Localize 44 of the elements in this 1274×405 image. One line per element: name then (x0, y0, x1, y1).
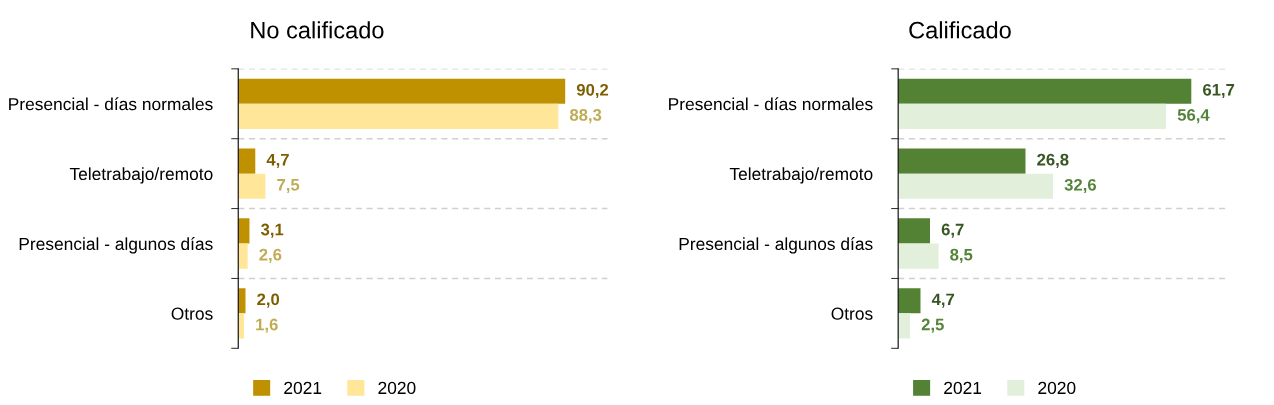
data-label: 32,6 (1064, 178, 1096, 194)
data-label: 90,2 (576, 83, 609, 99)
data-label: 7,5 (277, 179, 300, 194)
y-tick-label: Presencial - días normales (9, 97, 213, 111)
bar (238, 78, 566, 104)
data-label: 26,8 (1037, 153, 1069, 168)
y-tick-label: Teletrabajo/remoto (69, 167, 213, 184)
data-label: 3,1 (260, 223, 284, 238)
bar (238, 243, 248, 269)
y-tick-label: Presencial - algunos días (19, 237, 213, 254)
y-tick-label: Otros (171, 307, 213, 320)
bar (238, 173, 266, 199)
y-tick-label: Teletrabajo/remoto (729, 167, 873, 184)
chart-title: No calificado (251, 21, 384, 39)
data-label: 2,6 (259, 248, 282, 263)
data-label: 61,7 (1203, 83, 1235, 99)
data-label: 2,0 (257, 293, 280, 308)
data-label: 8,5 (950, 248, 973, 263)
legend-label: 2020 (1038, 381, 1076, 395)
bar (898, 288, 921, 314)
bar (238, 103, 559, 129)
legend-label: 2020 (378, 381, 416, 395)
bar (898, 148, 1026, 174)
legend-label: 2021 (944, 381, 982, 395)
bar (898, 173, 1054, 199)
data-label: 4,7 (931, 293, 955, 308)
bar (898, 78, 1192, 104)
bar (898, 243, 939, 269)
bar (898, 218, 930, 244)
data-label: 1,6 (256, 318, 278, 333)
data-label: 4,7 (266, 153, 289, 168)
y-tick-label: Presencial - algunos días (679, 237, 873, 254)
data-label: 88,3 (569, 109, 602, 124)
chart-title: Calificado (909, 21, 1011, 39)
data-label: 56,4 (1177, 109, 1210, 124)
bar (238, 148, 256, 174)
bar (898, 103, 1167, 129)
bar (238, 218, 250, 244)
legend-label: 2021 (284, 381, 322, 395)
data-label: 6,7 (941, 223, 964, 238)
data-label: 2,5 (921, 318, 944, 333)
y-tick-label: Presencial - días normales (669, 97, 873, 111)
bar (898, 313, 911, 339)
y-tick-label: Otros (831, 307, 873, 320)
